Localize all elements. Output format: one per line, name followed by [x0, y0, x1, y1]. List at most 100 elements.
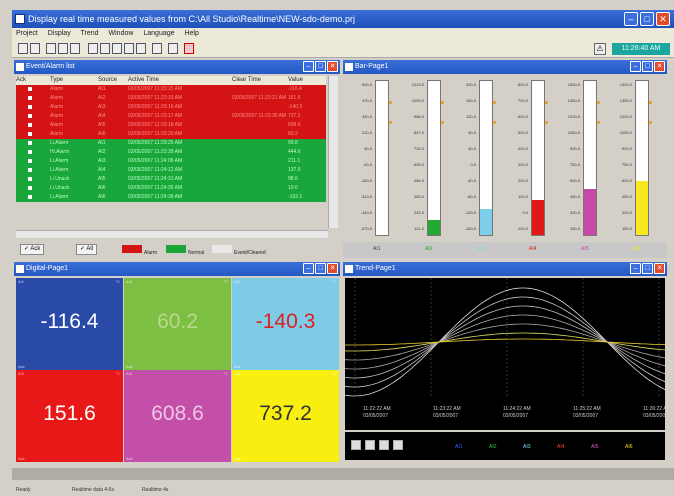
trend-time-time: 11:25:22 AM — [573, 406, 601, 412]
open-icon[interactable] — [30, 43, 40, 54]
maximize-button[interactable]: □ — [640, 12, 654, 26]
bar-panel-titlebar: Bar-Page1 – □ ✕ — [343, 60, 667, 74]
digital-unit: °C — [331, 371, 337, 376]
ack-checkbox[interactable] — [16, 112, 50, 121]
ack-checkbox[interactable] — [16, 139, 50, 148]
trend-pause-icon[interactable] — [365, 440, 375, 450]
trend-zoom-icon[interactable] — [393, 440, 403, 450]
event-close-button[interactable]: ✕ — [327, 61, 338, 72]
digital-icon[interactable] — [136, 43, 146, 54]
digital-cell-ai3[interactable]: AI3 °C 60.2 Ack — [124, 278, 231, 370]
menu-project[interactable]: Project — [16, 30, 38, 37]
table-row[interactable]: Alarm AI3 03/05/2007 11:23:16 AM -140.3 — [16, 103, 326, 112]
table-row[interactable]: Li.Unack AI6 03/05/2007 11:24:35 AM 19.0 — [16, 184, 326, 193]
trend-legend-item[interactable]: AI6 — [625, 444, 633, 450]
window-icon[interactable] — [100, 43, 110, 54]
col-active-time[interactable]: Active Time — [128, 77, 160, 83]
print-icon[interactable] — [58, 43, 68, 54]
ack-all-button[interactable]: ✓ All — [76, 244, 98, 255]
digital-cell-ai1[interactable]: AI1 °C -116.4 Ack — [16, 278, 123, 370]
menu-display[interactable]: Display — [47, 30, 71, 37]
alarm-bell-icon[interactable]: ⚠ — [594, 43, 606, 55]
bar-close-button[interactable]: ✕ — [654, 61, 665, 72]
table-row[interactable]: Hi.Alarm AI2 03/05/2007 11:23:28 AM 444.6 — [16, 148, 326, 157]
bar-scale-tick: 0.0 — [522, 210, 528, 215]
toolbar: ⚠ 11:26:40 AM — [12, 40, 674, 58]
trend-legend-item[interactable]: AI1 — [455, 444, 463, 450]
bar-scale-tick: 80.0 — [364, 146, 372, 151]
digital-close-button[interactable]: ✕ — [327, 263, 338, 274]
grid-icon[interactable] — [168, 43, 178, 54]
trend-rewind-icon[interactable] — [351, 440, 361, 450]
menu-trend[interactable]: Trend — [80, 30, 99, 37]
new-icon[interactable] — [18, 43, 28, 54]
digital-cell-ai2[interactable]: AI2 °C 151.6 Ack — [16, 370, 123, 462]
digital-unit: °C — [223, 279, 229, 284]
col-clear-time[interactable]: Clear Time — [232, 77, 262, 83]
cell-type: Alarm — [50, 104, 64, 110]
table-row[interactable]: Li.Unack AI5 03/05/2007 11:24:31 AM 98.6 — [16, 175, 326, 184]
table-row[interactable]: Li.Alarm AI1 03/05/2007 11:23:25 AM 99.8 — [16, 139, 326, 148]
table-row[interactable]: Li.Alarm AI4 03/05/2007 11:24:12 AM 137.6 — [16, 166, 326, 175]
tile-icon[interactable] — [152, 43, 162, 54]
ack-checkbox[interactable] — [16, 166, 50, 175]
cell-value: 99.8 — [288, 140, 298, 146]
ack-checkbox[interactable] — [16, 193, 50, 202]
exit-icon[interactable] — [184, 43, 194, 54]
bar-scale-tick: 363.0 — [413, 194, 424, 199]
trend-icon[interactable] — [112, 43, 122, 54]
bar-scale-tick: 726.0 — [413, 146, 424, 151]
menu-help[interactable]: Help — [184, 30, 199, 37]
trend-close-button[interactable]: ✕ — [654, 263, 665, 274]
trend-legend-item[interactable]: AI3 — [523, 444, 531, 450]
table-row[interactable]: Alarm AI1 03/05/2007 11:23:15 AM -116.4 — [16, 85, 326, 94]
table-row[interactable]: Alarm AI2 03/05/2007 11:23:15 AM 03/05/2007… — [16, 94, 326, 103]
cell-active: 03/05/2007 11:24:38 AM — [128, 194, 183, 200]
trend-maximize-button[interactable]: □ — [642, 263, 653, 274]
ack-checkbox[interactable] — [16, 94, 50, 103]
ack-checkbox[interactable] — [16, 85, 50, 94]
stop-icon[interactable] — [70, 43, 80, 54]
menu-language[interactable]: Language — [143, 30, 175, 37]
event-list-icon[interactable] — [88, 43, 98, 54]
event-vertical-scrollbar[interactable] — [328, 76, 338, 228]
menu-window[interactable]: Window — [108, 30, 134, 37]
save-icon[interactable] — [46, 43, 56, 54]
close-button[interactable]: ✕ — [656, 12, 670, 26]
ack-checkbox[interactable] — [16, 130, 50, 139]
trend-legend-item[interactable]: AI2 — [489, 444, 497, 450]
digital-cell-ai4[interactable]: AI4 °C 608.6 Ack — [124, 370, 231, 462]
trend-time-date: 03/05/2007 — [433, 413, 458, 419]
table-row[interactable]: Li.Alarm AI3 03/05/2007 11:24:06 AM 211.1 — [16, 157, 326, 166]
table-row[interactable]: Li.Alarm AI6 03/05/2007 11:24:38 AM -102.1 — [16, 193, 326, 202]
event-minimize-button[interactable]: – — [303, 61, 314, 72]
ack-checkbox[interactable] — [16, 103, 50, 112]
ack-checkbox[interactable] — [16, 184, 50, 193]
trend-play-icon[interactable] — [379, 440, 389, 450]
col-type[interactable]: Type — [50, 77, 64, 83]
table-row[interactable]: Alarm AI5 03/05/2007 11:23:18 AM 608.6 — [16, 121, 326, 130]
ack-button[interactable]: ✓ Ack — [20, 244, 45, 255]
table-row[interactable]: Alarm AI6 03/05/2007 11:23:20 AM 60.2 — [16, 130, 326, 139]
digital-maximize-button[interactable]: □ — [315, 263, 326, 274]
trend-minimize-button[interactable]: – — [630, 263, 641, 274]
bar-maximize-button[interactable]: □ — [642, 61, 653, 72]
minimize-button[interactable]: – — [624, 12, 638, 26]
digital-cell-ai6[interactable]: AI6 °C 737.2 Ack — [232, 370, 339, 462]
col-source[interactable]: Source — [98, 77, 118, 83]
col-ack[interactable]: Ack — [16, 77, 27, 83]
event-maximize-button[interactable]: □ — [315, 61, 326, 72]
bar-minimize-button[interactable]: – — [630, 61, 641, 72]
ack-checkbox[interactable] — [16, 148, 50, 157]
ack-checkbox[interactable] — [16, 157, 50, 166]
table-row[interactable]: Alarm AI4 03/05/2007 11:23:17 AM 03/05/2007… — [16, 112, 326, 121]
ack-checkbox[interactable] — [16, 121, 50, 130]
ack-checkbox[interactable] — [16, 175, 50, 184]
digital-minimize-button[interactable]: – — [303, 263, 314, 274]
trend-legend-item[interactable]: AI4 — [557, 444, 565, 450]
col-value[interactable]: Value — [288, 77, 303, 83]
digital-cell-ai5[interactable]: AI5 °C -140.3 Ack — [232, 278, 339, 370]
trend-legend-item[interactable]: AI5 — [591, 444, 599, 450]
event-horizontal-scrollbar[interactable] — [16, 230, 328, 238]
bar-icon[interactable] — [124, 43, 134, 54]
